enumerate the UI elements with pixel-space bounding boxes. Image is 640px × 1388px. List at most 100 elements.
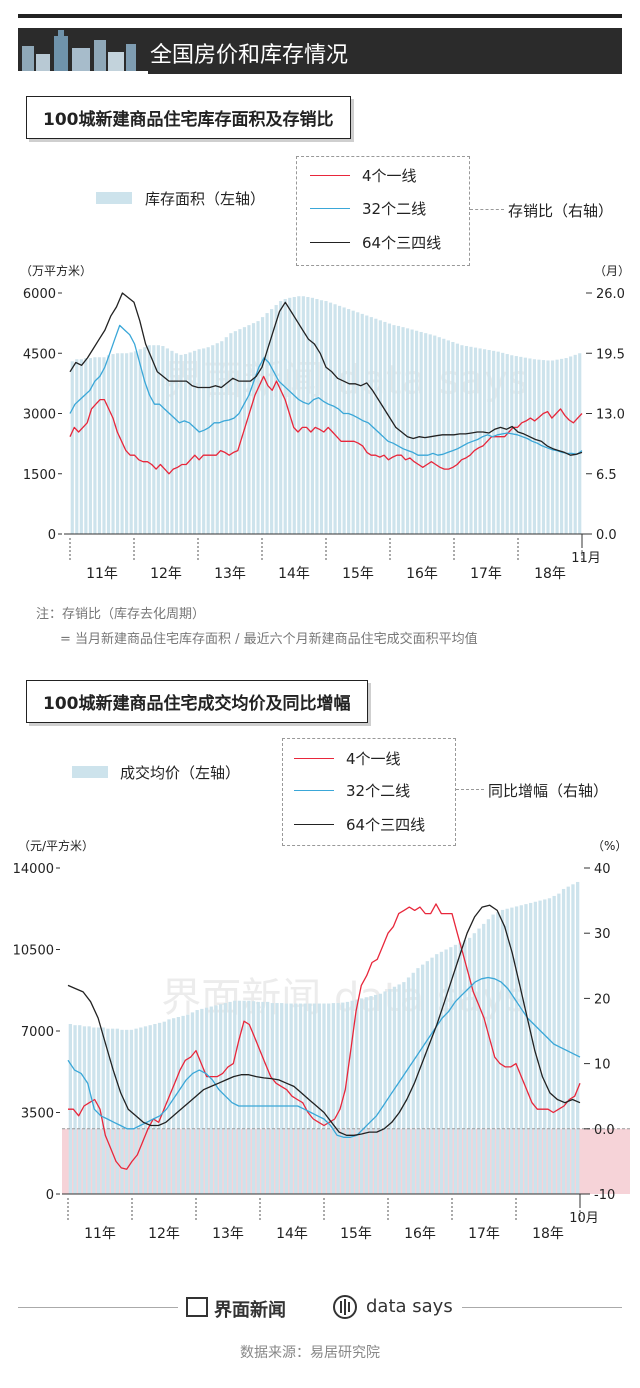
- bar: [528, 358, 532, 534]
- x-year-label: 15年: [342, 566, 374, 582]
- y-right-tick-label: 10: [594, 1058, 611, 1073]
- chart2-legend-right-label: 同比增幅（右轴）: [488, 782, 609, 800]
- x-year-label: 18年: [532, 1226, 564, 1240]
- bar: [292, 297, 296, 534]
- y-left-tick-label: 4500: [23, 347, 56, 362]
- bar: [110, 1028, 115, 1194]
- bar: [538, 900, 542, 1194]
- bar: [428, 334, 432, 534]
- chart1-legend-tier2: 32个二线: [362, 200, 427, 218]
- bar: [444, 949, 448, 1194]
- bar: [338, 305, 342, 534]
- bar: [233, 1000, 237, 1194]
- bar: [546, 360, 550, 534]
- chart1-legend-swatch-tier1: [310, 175, 350, 176]
- bar: [115, 1028, 119, 1194]
- y-right-tick-label: 0.0: [594, 1123, 615, 1138]
- x-year-label: 16年: [406, 566, 438, 582]
- bar: [251, 323, 256, 534]
- bar: [297, 296, 301, 534]
- x-year-label: 13年: [212, 1226, 244, 1240]
- bar: [247, 1000, 251, 1194]
- bar: [78, 1025, 82, 1194]
- bar: [308, 1003, 312, 1194]
- y-right-tick-label: -10: [594, 1188, 615, 1203]
- bar: [260, 317, 265, 534]
- bar: [143, 1026, 148, 1194]
- chart2-legend-bar-label: 成交均价（左轴）: [120, 764, 241, 782]
- bar: [251, 1001, 256, 1194]
- bar: [181, 1015, 185, 1194]
- bar: [576, 881, 580, 1194]
- bar: [120, 1029, 124, 1194]
- x-year-label: 11年: [86, 566, 118, 582]
- tier2-line: [67, 976, 581, 1138]
- bar: [543, 899, 547, 1194]
- x-year-label: 16年: [404, 1226, 436, 1240]
- chart1-legend-bar-label: 库存面积（左轴）: [145, 190, 266, 208]
- bar: [378, 320, 382, 534]
- bar: [529, 902, 533, 1194]
- x-year-label: 13年: [214, 566, 246, 582]
- footer-rule-left: [18, 1307, 178, 1308]
- bar: [415, 330, 419, 534]
- bar: [501, 352, 505, 534]
- bar: [482, 923, 486, 1194]
- chart1-section-title: 100城新建商品住宅库存面积及存销比: [26, 96, 351, 139]
- bar: [405, 328, 410, 534]
- bar: [383, 321, 387, 534]
- bar: [306, 297, 310, 534]
- bar: [328, 302, 333, 534]
- y-left-tick-label: 14000: [13, 862, 54, 877]
- bar: [88, 358, 92, 534]
- x-year-label: 11年: [84, 1226, 116, 1240]
- bar: [125, 1029, 129, 1194]
- bar: [433, 335, 437, 534]
- bar: [557, 893, 561, 1194]
- bar: [206, 347, 210, 534]
- x-year-label: 12年: [148, 1226, 180, 1240]
- bar: [165, 348, 170, 534]
- x-end-label: 11月: [571, 551, 601, 566]
- bar: [87, 1026, 91, 1194]
- top-rule: [18, 14, 622, 18]
- bar: [228, 1001, 232, 1194]
- chart2-legend-tier3: 64个三四线: [346, 816, 426, 834]
- bar: [93, 357, 97, 534]
- chart2-legend-tier1: 4个一线: [346, 750, 401, 768]
- x-year-label: 12年: [150, 566, 182, 582]
- bar: [406, 977, 411, 1194]
- bar: [301, 296, 305, 534]
- bar: [510, 355, 514, 534]
- bar: [224, 337, 228, 534]
- bar: [84, 358, 88, 534]
- bar: [125, 353, 129, 534]
- bar: [496, 912, 500, 1194]
- bar: [283, 299, 287, 534]
- bar: [519, 356, 523, 534]
- bar: [229, 333, 233, 534]
- bar: [446, 340, 450, 534]
- bar: [190, 1012, 195, 1194]
- bar: [279, 301, 283, 534]
- bar: [167, 1019, 171, 1194]
- bar: [238, 329, 242, 534]
- bar: [387, 323, 392, 534]
- bar: [478, 348, 482, 534]
- bar: [547, 898, 552, 1194]
- bar: [161, 346, 165, 534]
- bar: [172, 1018, 176, 1194]
- bar: [319, 300, 324, 534]
- y-right-tick-label: 30: [594, 927, 611, 942]
- chart2-legend-swatch-tier2: [294, 790, 334, 791]
- bar: [472, 933, 476, 1194]
- bar: [425, 961, 429, 1194]
- bar: [467, 937, 472, 1194]
- bar: [336, 1003, 340, 1194]
- bar: [569, 356, 573, 534]
- bar: [202, 348, 206, 534]
- bar: [289, 1003, 293, 1194]
- bar: [333, 304, 337, 534]
- bar: [214, 1005, 218, 1194]
- bar: [532, 359, 537, 534]
